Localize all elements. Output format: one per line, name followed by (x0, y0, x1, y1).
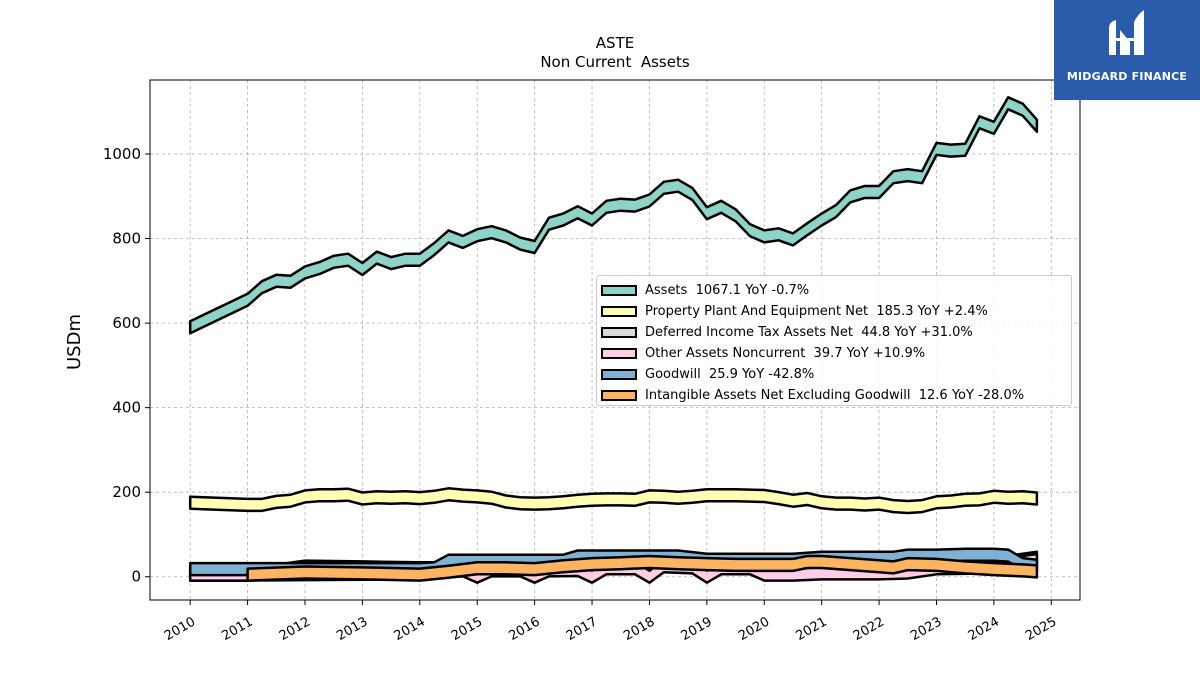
legend-label-intangibles: Intangible Assets Net Excluding Goodwill… (645, 388, 1025, 403)
y-tick-label: 200 (112, 483, 141, 501)
x-tick-label: 2015 (449, 614, 485, 644)
legend-item-other-assets: Other Assets Noncurrent 39.7 YoY +10.9% (599, 343, 1071, 364)
x-tick-label: 2017 (564, 614, 600, 644)
x-tick-label: 2025 (1023, 614, 1059, 644)
legend-label-other-assets: Other Assets Noncurrent 39.7 YoY +10.9% (645, 346, 926, 361)
legend-label-assets: Assets 1067.1 YoY -0.7% (645, 283, 810, 298)
y-axis-label: USDm (64, 314, 85, 370)
x-tick-label: 2018 (621, 614, 657, 644)
legend-item-deferred-tax: Deferred Income Tax Assets Net 44.8 YoY … (599, 322, 1071, 343)
series-band-property-plant-and-equipment-net (188, 487, 1039, 515)
x-tick-label: 2010 (162, 614, 198, 644)
x-tick-label: 2016 (506, 614, 542, 644)
legend-swatch-other-assets (601, 348, 637, 359)
x-tick-label: 2024 (966, 614, 1002, 644)
series-band-assets (188, 96, 1039, 335)
chart-title: ASTE (596, 34, 634, 52)
x-tick-label: 2013 (334, 614, 370, 644)
x-tick-label: 2019 (679, 614, 715, 644)
brand-logo-text: MIDGARD FINANCE (1066, 70, 1188, 83)
legend-item-assets: Assets 1067.1 YoY -0.7% (599, 280, 1071, 301)
x-tick-label: 2023 (908, 614, 944, 644)
y-tick-label: 600 (112, 314, 141, 332)
legend-label-goodwill: Goodwill 25.9 YoY -42.8% (645, 367, 815, 382)
y-tick-label: 800 (112, 230, 141, 248)
y-tick-label: 400 (112, 399, 141, 417)
legend-label-ppe: Property Plant And Equipment Net 185.3 Y… (645, 304, 988, 319)
legend-item-intangibles: Intangible Assets Net Excluding Goodwill… (599, 385, 1071, 406)
legend-item-ppe: Property Plant And Equipment Net 185.3 Y… (599, 301, 1071, 322)
x-tick-label: 2020 (736, 614, 772, 644)
series-band-intangible-assets-net-excluding-goodwill (246, 554, 1039, 582)
x-tick-label: 2021 (794, 614, 830, 644)
x-tick-label: 2011 (219, 614, 255, 644)
legend-swatch-ppe (601, 306, 637, 317)
midgard-logo-icon (1109, 10, 1144, 55)
legend-swatch-assets (601, 285, 637, 296)
legend: Assets 1067.1 YoY -0.7% Property Plant A… (596, 275, 1072, 406)
legend-label-deferred-tax: Deferred Income Tax Assets Net 44.8 YoY … (645, 325, 973, 340)
plot-frame (149, 79, 1081, 601)
x-tick-label: 2012 (277, 614, 313, 644)
y-tick-label: 0 (131, 568, 141, 586)
chart-subtitle: Non Current Assets (540, 53, 690, 71)
brand-logo: MIDGARD FINANCE (1054, 0, 1200, 100)
x-tick-label: 2022 (851, 614, 887, 644)
series-layer (188, 96, 1039, 584)
legend-swatch-intangibles (601, 390, 637, 401)
legend-swatch-deferred-tax (601, 327, 637, 338)
legend-swatch-goodwill (601, 369, 637, 380)
legend-item-goodwill: Goodwill 25.9 YoY -42.8% (599, 364, 1071, 385)
x-tick-label: 2014 (392, 614, 428, 644)
y-tick-label: 1000 (103, 145, 141, 163)
